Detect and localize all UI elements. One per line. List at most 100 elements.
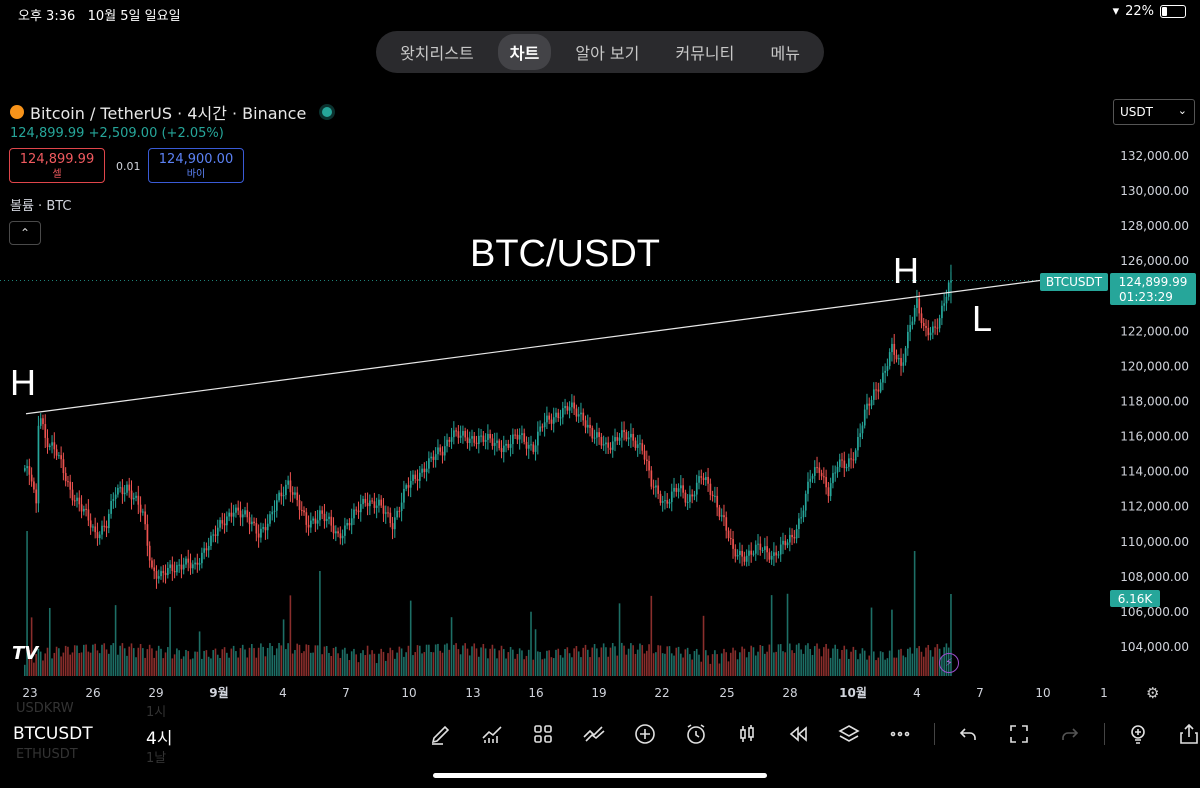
volume-bar xyxy=(534,629,537,676)
candle-body xyxy=(173,570,176,573)
drawing-tools-button[interactable] xyxy=(422,716,460,752)
candle-body xyxy=(834,472,837,474)
candle-body xyxy=(235,507,237,513)
candle-body xyxy=(705,476,707,481)
next-symbol-ghost: ETHUSDT xyxy=(16,747,78,762)
chevron-up-icon: ⌃ xyxy=(19,226,31,240)
candle-body xyxy=(300,509,303,511)
volume-bar xyxy=(73,645,76,676)
layers-button[interactable] xyxy=(830,716,868,752)
candle-body xyxy=(423,468,426,473)
redo-button[interactable] xyxy=(1051,716,1089,752)
volume-bar xyxy=(110,645,112,676)
candle-body xyxy=(167,567,169,576)
chart-settings-icon[interactable]: ⚙ xyxy=(1146,684,1160,702)
x-tick-label: 29 xyxy=(148,686,163,700)
add-button[interactable] xyxy=(626,716,664,752)
volume-bar xyxy=(934,647,936,676)
indicators-button[interactable] xyxy=(473,716,511,752)
volume-bar xyxy=(877,657,880,676)
candle-body xyxy=(870,399,873,406)
symbol-picker[interactable]: BTCUSDT xyxy=(13,724,93,744)
candle-body xyxy=(468,438,471,444)
compare-button[interactable] xyxy=(575,716,613,752)
candle-body xyxy=(337,531,339,534)
volume-bar xyxy=(139,643,142,676)
tab-watchlist[interactable]: 왓치리스트 xyxy=(400,44,474,63)
alert-button[interactable] xyxy=(677,716,715,752)
volume-bar xyxy=(478,656,480,676)
volume-bar xyxy=(732,647,734,676)
timeframe-picker[interactable]: 4시 xyxy=(146,729,173,749)
volume-bar xyxy=(514,658,516,676)
symbol-title[interactable]: Bitcoin / TetherUS · 4시간 · Binance xyxy=(10,100,333,124)
volume-bar xyxy=(725,652,728,676)
replay-button[interactable] xyxy=(779,716,817,752)
volume-bar xyxy=(602,643,605,676)
candle-body xyxy=(80,504,83,512)
volume-bar xyxy=(500,645,503,676)
candle-body xyxy=(648,460,650,471)
candle-body xyxy=(332,525,335,534)
candle-body xyxy=(725,517,728,531)
tab-community[interactable]: 커뮤니티 xyxy=(675,44,735,63)
candle-body xyxy=(791,534,793,538)
candle-body xyxy=(693,494,696,497)
volume-bar xyxy=(51,658,53,676)
candle-body xyxy=(561,408,564,418)
candle-body xyxy=(745,555,748,562)
candle-body xyxy=(53,442,56,450)
candle-body xyxy=(330,516,333,526)
volume-bar xyxy=(69,654,71,676)
candle-body xyxy=(929,332,932,336)
candle-body xyxy=(913,307,916,322)
volume-bar xyxy=(332,647,335,676)
layouts-button[interactable] xyxy=(524,716,562,752)
chart-type-button[interactable] xyxy=(728,716,766,752)
candle-body xyxy=(848,458,850,467)
volume-bar xyxy=(630,643,632,676)
candle-body xyxy=(752,553,755,555)
volume-bar xyxy=(773,652,775,676)
main-tab-bar: 왓치리스트 차트 알아 보기 커뮤니티 메뉴 xyxy=(376,31,824,73)
sell-button[interactable]: 124,899.99 셀 xyxy=(9,148,105,183)
flash-icon[interactable]: ⚡ xyxy=(939,653,959,673)
candle-body xyxy=(348,522,351,526)
candle-body xyxy=(160,571,162,577)
ideas-button[interactable] xyxy=(1119,716,1157,752)
share-button[interactable] xyxy=(1170,716,1200,752)
tab-explore[interactable]: 알아 보기 xyxy=(575,44,640,63)
volume-bar xyxy=(382,651,385,676)
candle-body xyxy=(798,518,800,530)
volume-bar xyxy=(568,653,571,676)
volume-bar xyxy=(205,650,208,676)
home-indicator[interactable] xyxy=(433,773,767,778)
tab-chart[interactable]: 차트 xyxy=(497,34,552,70)
undo-button[interactable] xyxy=(949,716,987,752)
fullscreen-button[interactable] xyxy=(1000,716,1038,752)
volume-bar xyxy=(162,658,165,676)
candle-body xyxy=(232,512,235,517)
volume-bar xyxy=(164,652,167,676)
candle-body xyxy=(407,485,410,488)
volume-bar xyxy=(173,654,176,676)
volume-bar xyxy=(144,657,146,676)
candle-body xyxy=(947,282,950,297)
volume-bar xyxy=(861,648,864,676)
collapse-legend-button[interactable]: ⌃ xyxy=(9,221,41,245)
candle-body xyxy=(437,447,439,455)
more-button[interactable] xyxy=(881,716,919,752)
candle-body xyxy=(176,565,178,573)
currency-select[interactable]: USDT ⌄ xyxy=(1113,99,1195,125)
volume-bar xyxy=(255,657,258,676)
candle-body xyxy=(114,494,117,499)
buy-button[interactable]: 124,900.00 바이 xyxy=(148,148,244,183)
spread-value: 0.01 xyxy=(116,160,141,173)
volume-bar xyxy=(682,657,684,676)
tab-menu[interactable]: 메뉴 xyxy=(770,44,800,63)
candle-body xyxy=(877,389,880,392)
volume-bar xyxy=(580,657,582,676)
candle-body xyxy=(507,443,510,448)
candle-body xyxy=(130,490,133,500)
